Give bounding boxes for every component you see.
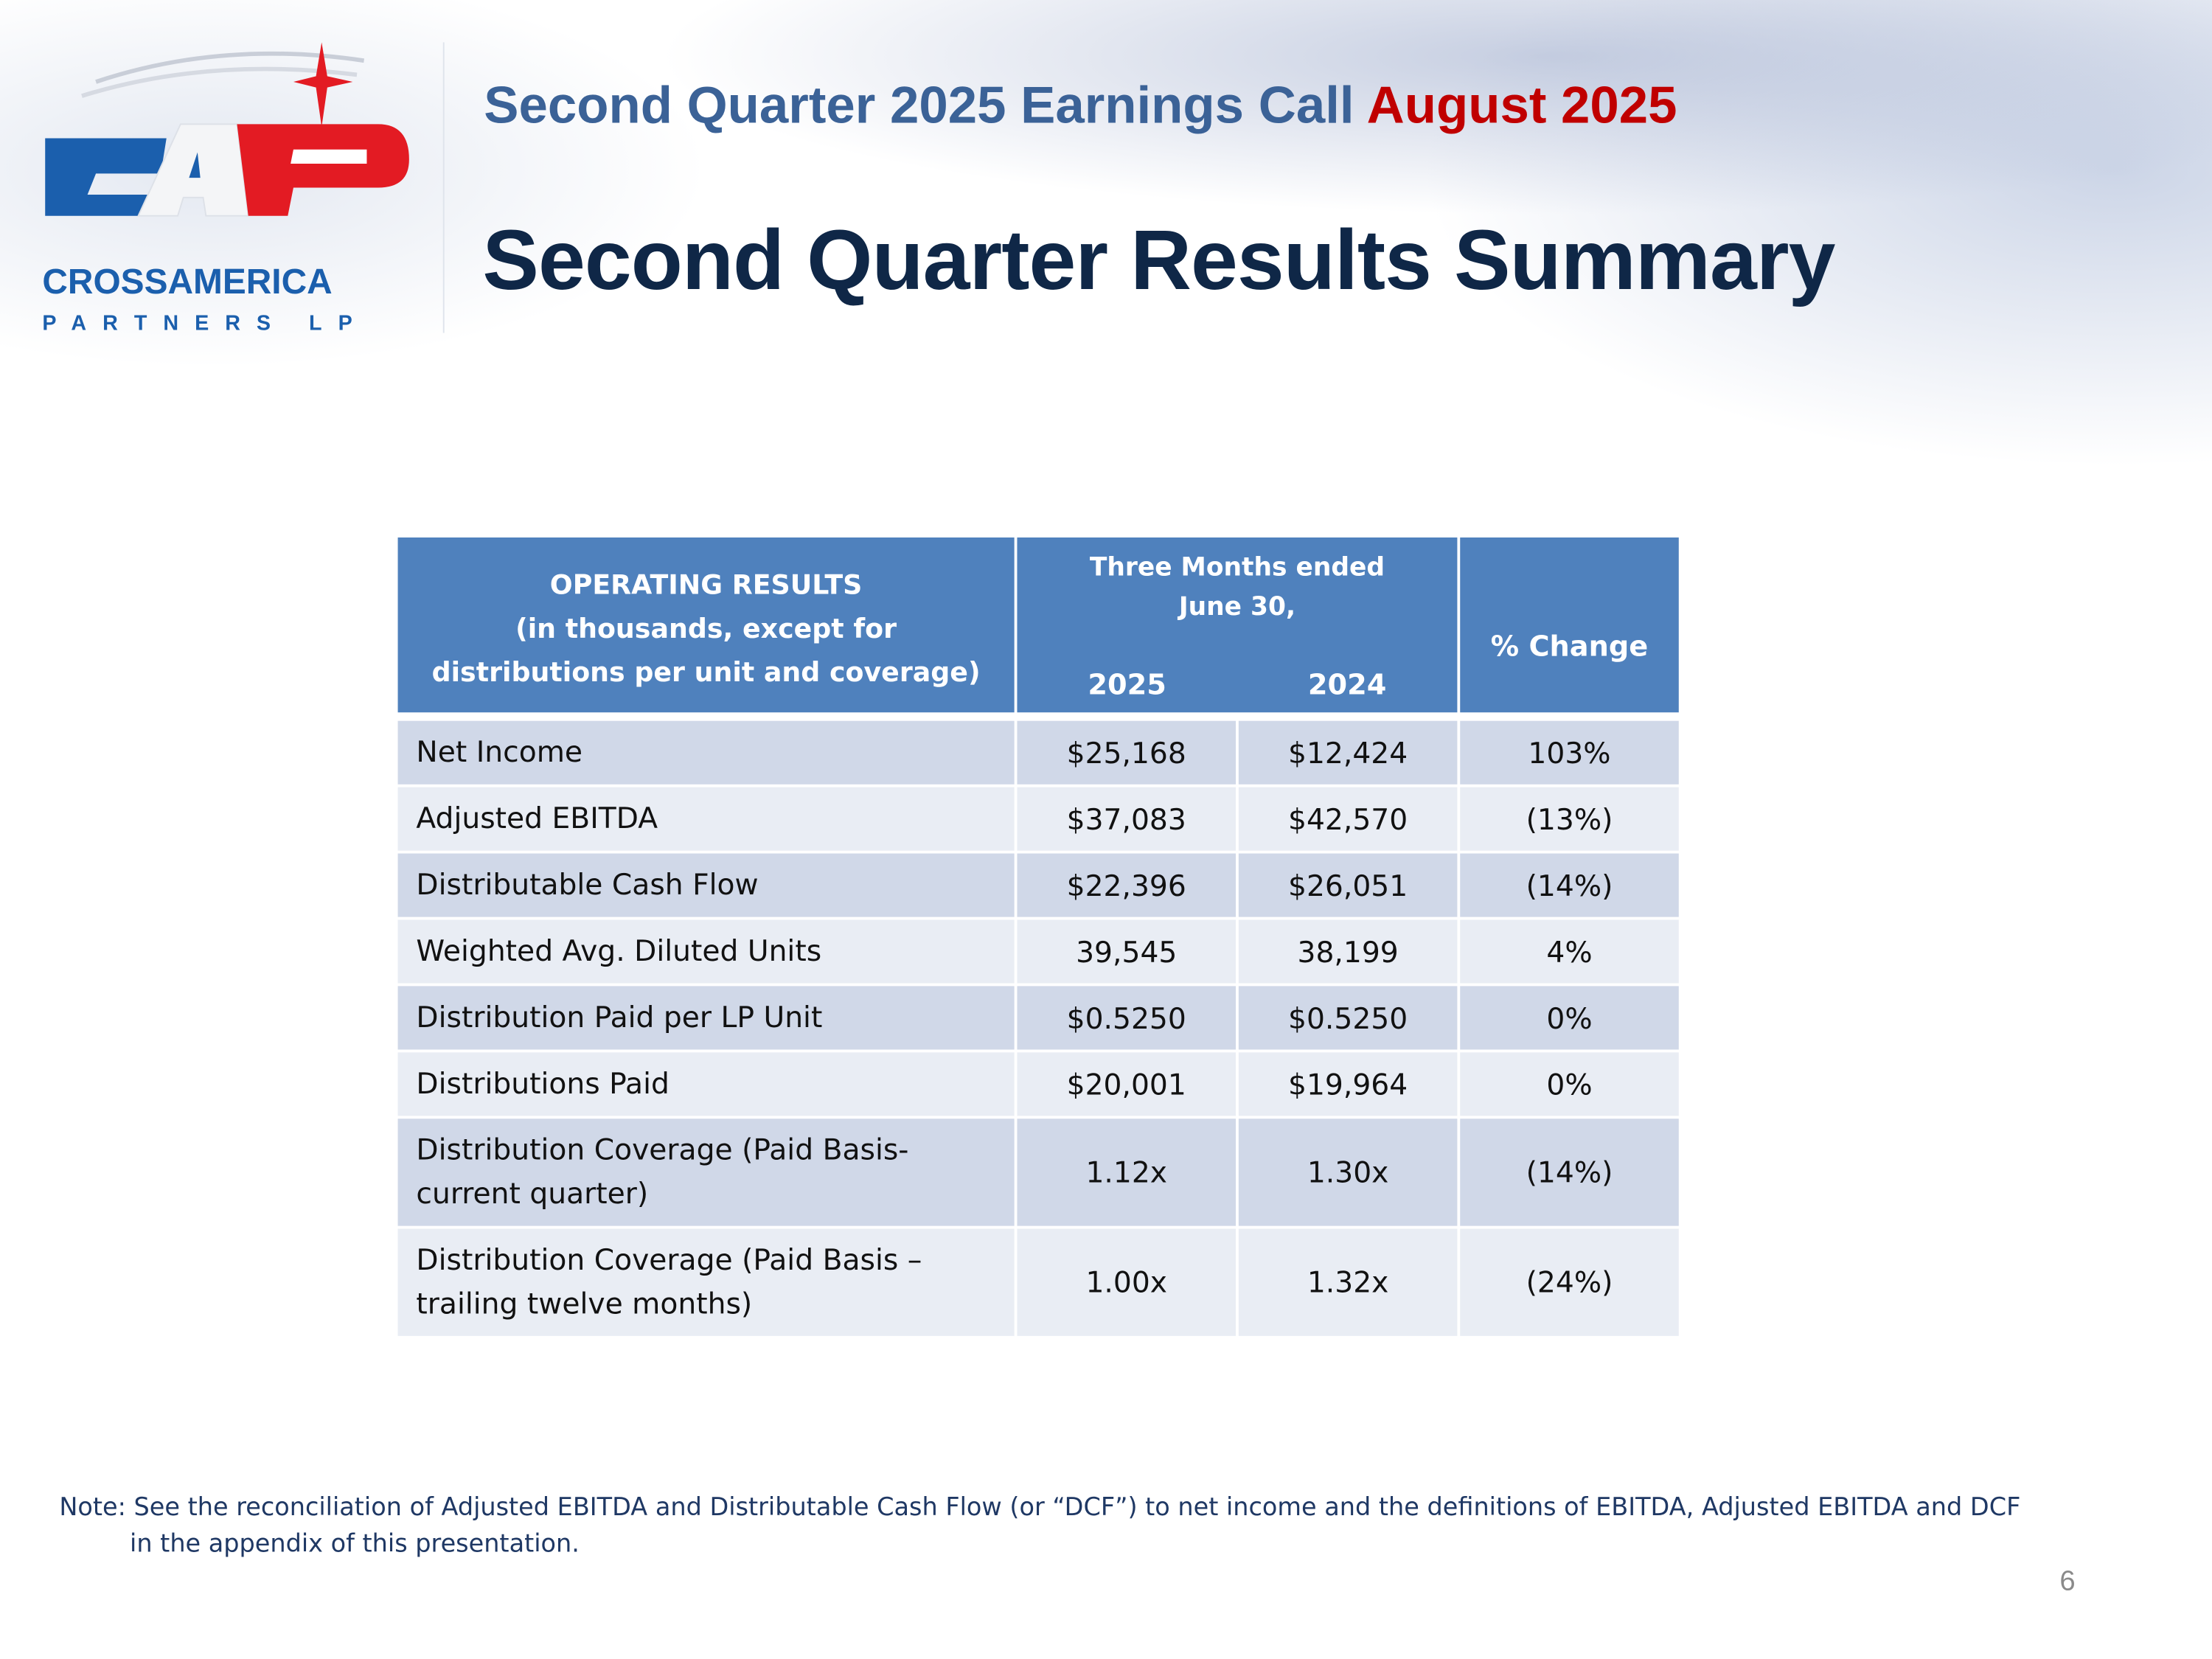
value-2024: $19,964 bbox=[1238, 1052, 1458, 1116]
table-row: Weighted Avg. Diluted Units 39,545 38,19… bbox=[397, 919, 1679, 984]
row-label: Weighted Avg. Diluted Units bbox=[397, 919, 1015, 984]
logo-tagline: PARTNERS LP bbox=[42, 312, 368, 335]
table-row: Distribution Paid per LP Unit $0.5250 $0… bbox=[397, 986, 1679, 1050]
percent-change: (14%) bbox=[1460, 853, 1679, 917]
header-2025: 2025 bbox=[1088, 667, 1166, 701]
percent-change: 103% bbox=[1460, 720, 1679, 785]
row-label: Distributions Paid bbox=[397, 1052, 1015, 1116]
operating-results-table: OPERATING RESULTS (in thousands, except … bbox=[395, 535, 1682, 1339]
page-number: 6 bbox=[2059, 1565, 2076, 1597]
table-row: Distributable Cash Flow $22,396 $26,051 … bbox=[397, 853, 1679, 917]
header-line: June 30, bbox=[1178, 592, 1296, 622]
value-2024: 38,199 bbox=[1238, 919, 1458, 984]
value-2025: $37,083 bbox=[1017, 787, 1237, 851]
header-percent-change: % Change bbox=[1460, 537, 1679, 713]
header-line: (in thousands, except for bbox=[515, 613, 897, 644]
value-2025: 1.00x bbox=[1017, 1228, 1237, 1336]
header-operating-results: OPERATING RESULTS (in thousands, except … bbox=[397, 537, 1015, 713]
header-line: OPERATING RESULTS bbox=[549, 569, 863, 601]
subtitle-text: Second Quarter 2025 Earnings Call bbox=[484, 76, 1367, 134]
page-title: Second Quarter Results Summary bbox=[482, 212, 1835, 308]
crossamerica-logo: CROSSAMERICA PARTNERS LP bbox=[42, 42, 409, 335]
event-subtitle: Second Quarter 2025 Earnings Call August… bbox=[484, 76, 1677, 135]
divider bbox=[442, 42, 445, 333]
percent-change: (24%) bbox=[1460, 1228, 1679, 1336]
subtitle-date: August 2025 bbox=[1366, 76, 1677, 134]
row-label: Adjusted EBITDA bbox=[397, 787, 1015, 851]
value-2024: $12,424 bbox=[1238, 720, 1458, 785]
value-2024: $26,051 bbox=[1238, 853, 1458, 917]
row-label: Distribution Paid per LP Unit bbox=[397, 986, 1015, 1050]
footnote-line: in the appendix of this presentation. bbox=[130, 1530, 580, 1559]
table-row: Adjusted EBITDA $37,083 $42,570 (13%) bbox=[397, 787, 1679, 851]
percent-change: 4% bbox=[1460, 919, 1679, 984]
footnote: Note: See the reconciliation of Adjusted… bbox=[59, 1489, 2062, 1562]
row-label: Distributable Cash Flow bbox=[397, 853, 1015, 917]
table-row: Distribution Coverage (Paid Basis – trai… bbox=[397, 1228, 1679, 1336]
value-2024: $42,570 bbox=[1238, 787, 1458, 851]
table-row: Distribution Coverage (Paid Basis- curre… bbox=[397, 1119, 1679, 1226]
table-row: Distributions Paid $20,001 $19,964 0% bbox=[397, 1052, 1679, 1116]
row-label: Distribution Coverage (Paid Basis – trai… bbox=[397, 1228, 1015, 1336]
spacer bbox=[397, 715, 1679, 718]
value-2025: $22,396 bbox=[1017, 853, 1237, 917]
header-line: distributions per unit and coverage) bbox=[431, 656, 981, 688]
header-three-months: Three Months ended June 30, 2025 2024 bbox=[1017, 537, 1458, 713]
footnote-line: Note: See the reconciliation of Adjusted… bbox=[59, 1494, 2021, 1523]
value-2025: 1.12x bbox=[1017, 1119, 1237, 1226]
value-2024: 1.32x bbox=[1238, 1228, 1458, 1336]
percent-change: (13%) bbox=[1460, 787, 1679, 851]
header-line: Three Months ended bbox=[1089, 553, 1385, 583]
percent-change: 0% bbox=[1460, 986, 1679, 1050]
value-2025: 39,545 bbox=[1017, 919, 1237, 984]
header-2024: 2024 bbox=[1307, 667, 1387, 701]
row-label: Net Income bbox=[397, 720, 1015, 785]
value-2025: $0.5250 bbox=[1017, 986, 1237, 1050]
logo-name: CROSSAMERICA bbox=[42, 262, 332, 302]
value-2025: $25,168 bbox=[1017, 720, 1237, 785]
table-row: Net Income $25,168 $12,424 103% bbox=[397, 720, 1679, 785]
value-2024: 1.30x bbox=[1238, 1119, 1458, 1226]
percent-change: 0% bbox=[1460, 1052, 1679, 1116]
value-2025: $20,001 bbox=[1017, 1052, 1237, 1116]
value-2024: $0.5250 bbox=[1238, 986, 1458, 1050]
percent-change: (14%) bbox=[1460, 1119, 1679, 1226]
row-label: Distribution Coverage (Paid Basis- curre… bbox=[397, 1119, 1015, 1226]
